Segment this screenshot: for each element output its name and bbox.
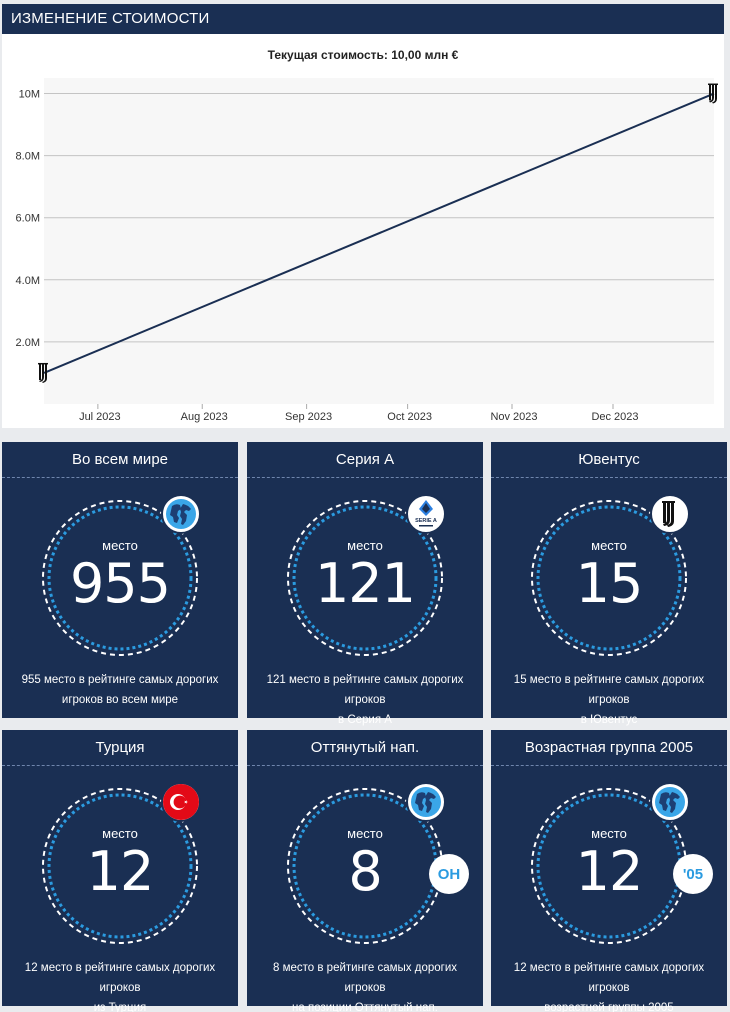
rank-card-position: Оттянутый нап. место 8 ОН 8 место в рейтинге…: [247, 730, 483, 1012]
rank-category-badge: '05: [673, 854, 713, 894]
rank-description: 8 место в рейтинге самых дорогих игроков…: [257, 958, 473, 1012]
rank-description-line-2: в Серия А: [338, 714, 392, 726]
rank-number: 12: [575, 840, 644, 903]
rank-label: место: [591, 538, 627, 553]
rank-description: 12 место в рейтинге самых дорогих игроко…: [12, 958, 228, 1012]
rank-card-country: Турция место 12 12 место в рейтинге самых д…: [2, 730, 238, 1012]
rank-description-line-2: на позиции Оттянутый нап.: [292, 1002, 438, 1012]
serie-a-logo-icon[interactable]: SERIE A: [406, 494, 446, 534]
card-body: место 12 12 место в рейтинге самых дорогих…: [2, 766, 238, 1012]
y-tick-label: 6.0M: [16, 213, 40, 225]
chart-plot[interactable]: 2.0M 4.0M 6.0M 8.0M 10M Jul 2023 Aug 2023 Sep 2…: [2, 34, 724, 428]
rank-card-club: Ювентус место 15 15 место в рейтинге самых …: [491, 442, 727, 726]
rank-label: место: [102, 826, 138, 841]
rank-description-line-2: в Ювентус: [580, 714, 638, 726]
card-title: Серия А: [247, 442, 483, 478]
card-title: Турция: [2, 730, 238, 766]
rank-label: место: [102, 538, 138, 553]
rank-label: место: [347, 538, 383, 553]
card-title: Во всем мире: [2, 442, 238, 478]
card-title: Оттянутый нап.: [247, 730, 483, 766]
rank-card-world: Во всем мире место 955 955 место в рейтинге…: [2, 442, 238, 718]
globe-icon[interactable]: [406, 782, 446, 822]
rank-number: 955: [69, 552, 171, 615]
globe-icon[interactable]: [650, 782, 690, 822]
card-title: Возрастная группа 2005: [491, 730, 727, 766]
rank-description-line-2: игроков во всем мире: [61, 694, 179, 706]
x-tick-label: Aug 2023: [181, 411, 228, 423]
rank-label: место: [591, 826, 627, 841]
rank-description-line-1: 8 место в рейтинге самых дорогих игроков: [273, 962, 457, 994]
rank-description-line-1: 121 место в рейтинге самых дорогих игрок…: [266, 674, 464, 706]
rank-description-line-1: 12 место в рейтинге самых дорогих игроко…: [24, 962, 216, 994]
svg-text:SERIE A: SERIE A: [415, 518, 437, 524]
juventus-logo-marker[interactable]: [36, 362, 52, 383]
rank-card-serie-a: Серия А место 121 SERIE A 121 место в рейтин…: [247, 442, 483, 726]
market-value-chart: Текущая стоимость: 10,00 млн € 2.0M 4.0M 6…: [2, 34, 724, 428]
card-body: место 121 SERIE A 121 место в рейтинге самы…: [247, 478, 483, 726]
turkey-flag-icon[interactable]: [161, 782, 201, 822]
x-tick-label: Dec 2023: [591, 411, 638, 423]
x-tick-label: Oct 2023: [387, 411, 432, 423]
card-body: место 12 '05 12 место в рейтинге самых доро…: [491, 766, 727, 1012]
card-body: место 15 15 место в рейтинге самых дорогих…: [491, 478, 727, 726]
x-tick-label: Sep 2023: [285, 411, 332, 423]
rank-number: 12: [86, 840, 155, 903]
rank-description: 955 место в рейтинге самых дорогих игроко…: [12, 670, 228, 710]
card-body: место 8 ОН 8 место в рейтинге самых дорогих…: [247, 766, 483, 1012]
rank-label: место: [347, 826, 383, 841]
juventus-logo-marker[interactable]: [706, 83, 722, 104]
rank-ring: [531, 500, 687, 656]
value-line: [43, 92, 715, 374]
rank-ring: [42, 500, 198, 656]
plot-area: [44, 78, 714, 404]
card-title: Ювентус: [491, 442, 727, 478]
section-header: ИЗМЕНЕНИЕ СТОИМОСТИ: [2, 4, 724, 34]
rank-description-line-1: 15 место в рейтинге самых дорогих игроко…: [513, 674, 705, 706]
x-tick-label: Nov 2023: [490, 411, 537, 423]
card-body: место 955 955 место в рейтинге самых дорог…: [2, 478, 238, 718]
juventus-logo-icon[interactable]: [650, 494, 690, 534]
rank-description-line-1: 12 место в рейтинге самых дорогих игроко…: [513, 962, 705, 994]
x-tick-label: Jul 2023: [79, 411, 121, 423]
rank-number: 8: [348, 840, 382, 903]
y-tick-label: 2.0M: [16, 337, 40, 349]
rank-number: 121: [314, 552, 416, 615]
rank-description: 121 место в рейтинге самых дорогих игрок…: [257, 670, 473, 730]
rank-ring: [287, 500, 443, 656]
y-tick-label: 8.0M: [16, 151, 40, 163]
rank-description: 12 место в рейтинге самых дорогих игроко…: [501, 958, 717, 1012]
rank-ring: [42, 788, 198, 944]
rank-description-line-2: из Турция: [93, 1002, 147, 1012]
globe-icon[interactable]: [161, 494, 201, 534]
rank-card-age-group: Возрастная группа 2005 место 12 '05 12 место…: [491, 730, 727, 1012]
rank-number: 15: [575, 552, 644, 615]
y-tick-label: 10M: [19, 89, 40, 101]
chart-title: Текущая стоимость: 10,00 млн €: [267, 48, 459, 62]
rank-description-line-1: 955 место в рейтинге самых дорогих: [21, 674, 219, 686]
rank-description-line-2: возрастной группы 2005: [544, 1002, 674, 1012]
y-tick-label: 4.0M: [16, 275, 40, 287]
rank-description: 15 место в рейтинге самых дорогих игроко…: [501, 670, 717, 730]
rank-category-badge: ОН: [429, 854, 469, 894]
